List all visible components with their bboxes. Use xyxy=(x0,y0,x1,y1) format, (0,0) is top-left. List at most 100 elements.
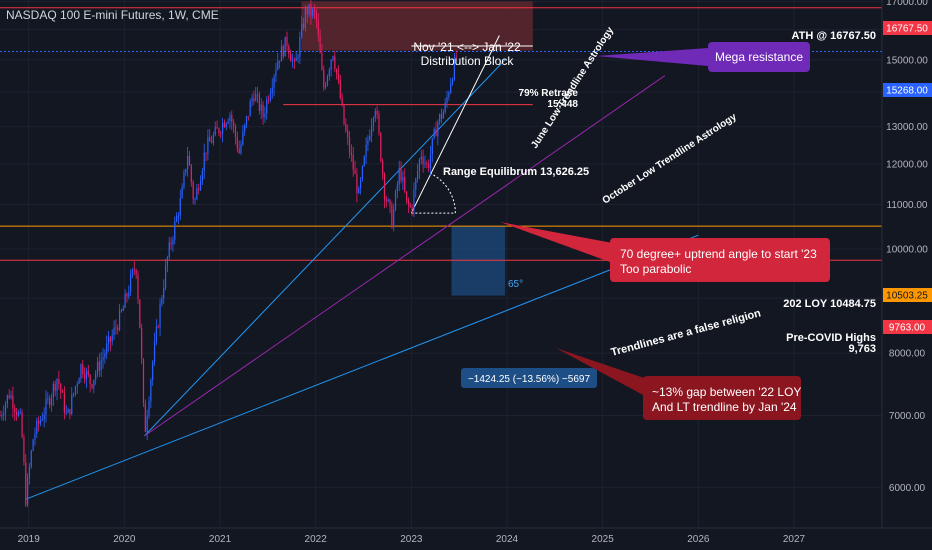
gap-line2: And LT trendline by Jan '24 xyxy=(652,400,797,414)
candle-body xyxy=(308,4,310,15)
candle-body xyxy=(111,335,113,342)
candle-body xyxy=(323,69,325,88)
candle-body xyxy=(113,327,115,336)
gap-callout: ~13% gap between '22 LOY And LT trendlin… xyxy=(556,348,801,420)
candle-body xyxy=(14,408,16,412)
precovid-value: 9,763 xyxy=(848,343,876,355)
candle-body xyxy=(409,204,411,207)
candle-body xyxy=(196,188,198,200)
candle-body xyxy=(293,60,295,62)
price-tag-retrace-text: 15268.00 xyxy=(886,86,928,97)
candle-body xyxy=(422,156,424,165)
candle-body xyxy=(150,380,152,402)
candle-body xyxy=(284,36,286,57)
candle-body xyxy=(227,121,229,124)
horizontal-levels xyxy=(0,7,882,261)
candle-body xyxy=(267,99,270,101)
candle-body xyxy=(391,205,393,228)
candle-body xyxy=(325,85,327,88)
candle-body xyxy=(19,412,21,414)
angle-arc xyxy=(429,172,456,214)
candle-body xyxy=(378,114,380,134)
candle-body xyxy=(280,45,283,62)
june-low-trendline xyxy=(144,59,506,437)
candle-body xyxy=(172,239,174,245)
candle-body xyxy=(95,373,97,380)
candle-body xyxy=(352,155,354,170)
candle-body xyxy=(223,122,226,128)
candle-body xyxy=(38,420,40,424)
candle-body xyxy=(194,199,196,201)
candle-body xyxy=(30,450,32,467)
candle-body xyxy=(43,414,45,420)
price-tick-label: 8000.00 xyxy=(889,349,926,360)
price-axis[interactable]: 6000.007000.008000.009000.0010000.001100… xyxy=(881,0,932,528)
candle-body xyxy=(146,416,148,432)
distribution-block-zone xyxy=(301,1,533,51)
candle-body xyxy=(41,419,43,421)
candle-body xyxy=(6,395,8,404)
candle-body xyxy=(404,177,406,192)
candle-body xyxy=(385,199,387,202)
candle-body xyxy=(361,165,364,180)
time-axis[interactable]: 2019 2020 2021 2022 2023 2024 2025 2026 2027 xyxy=(0,527,932,550)
candle-body xyxy=(304,8,306,28)
candle-body xyxy=(203,152,205,171)
candle-body xyxy=(12,395,14,409)
candle-body xyxy=(336,69,338,74)
candle-body xyxy=(54,383,56,391)
candle-body xyxy=(310,4,312,16)
candle-body xyxy=(328,70,330,77)
candle-body xyxy=(286,36,288,46)
candle-body xyxy=(312,9,314,16)
candle-body xyxy=(122,307,124,311)
candle-body xyxy=(359,179,362,189)
candle-body xyxy=(168,242,170,258)
candle-body xyxy=(348,137,351,153)
candle-body xyxy=(144,403,146,432)
october-low-trendline xyxy=(144,75,666,437)
candle-body xyxy=(52,383,54,398)
candle-body xyxy=(76,383,78,387)
candle-body xyxy=(214,127,216,135)
candle-body xyxy=(358,188,360,194)
mega-resistance-pointer xyxy=(596,48,708,66)
candle-body xyxy=(288,45,290,55)
time-tick-label: 2022 xyxy=(305,534,328,545)
candle-body xyxy=(374,110,376,119)
candle-body xyxy=(343,104,345,125)
price-tag-ath-text: 16767.50 xyxy=(886,24,928,35)
candle-body xyxy=(345,124,347,132)
candle-body xyxy=(371,125,373,137)
candle-body xyxy=(159,303,161,328)
candle-body xyxy=(45,398,47,415)
candle-body xyxy=(82,364,84,375)
candle-body xyxy=(426,163,428,165)
candle-body xyxy=(155,326,157,342)
trendlines xyxy=(25,35,699,500)
price-tick-label: 10000.00 xyxy=(886,245,928,256)
price-tick-label: 17000.00 xyxy=(886,0,928,8)
candle-body xyxy=(442,111,444,119)
candle-body xyxy=(451,79,454,84)
candle-body xyxy=(398,167,400,185)
candle-body xyxy=(198,188,200,191)
ath-label: ATH @ 16767.50 xyxy=(791,30,876,42)
candle-body xyxy=(120,310,123,312)
candle-body xyxy=(380,133,382,161)
candle-body xyxy=(185,169,187,173)
candle-body xyxy=(67,409,69,413)
candle-body xyxy=(218,128,220,134)
candle-body xyxy=(440,114,443,119)
price-tick-label: 12000.00 xyxy=(886,159,928,170)
gap-box xyxy=(643,376,801,420)
candle-body xyxy=(50,397,53,406)
price-tick-label: 7000.00 xyxy=(889,411,926,422)
candle-body xyxy=(367,140,369,145)
candle-body xyxy=(299,36,301,57)
candle-body xyxy=(32,439,34,451)
candle-body xyxy=(334,56,336,70)
candle-body xyxy=(142,359,145,404)
candle-body xyxy=(450,83,452,93)
